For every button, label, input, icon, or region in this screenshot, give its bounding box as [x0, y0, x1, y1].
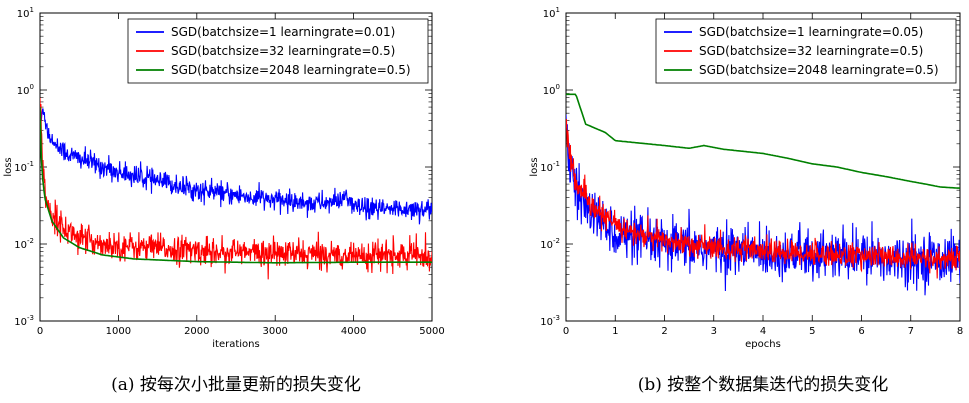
- y-tick-label: 10-3: [14, 314, 34, 328]
- x-tick-label: 3: [711, 326, 717, 337]
- x-tick-label: 0: [563, 326, 569, 337]
- x-axis-label: iterations: [212, 339, 259, 350]
- x-tick-label: 5: [809, 326, 815, 337]
- series-line-2: [40, 97, 432, 280]
- x-tick-label: 5000: [419, 326, 444, 337]
- chart-a: 10-3 10-2 10-1 100 101 0 1000 2000 3000 4000 5000 i…: [3, 6, 445, 395]
- legend: SGD(batchsize=1 learningrate=0.01) SGD(ba…: [127, 18, 429, 84]
- y-tick-label: 10-1: [540, 160, 560, 174]
- legend-entry: SGD(batchsize=32 learningrate=0.5): [699, 44, 923, 58]
- series-line-1: [566, 114, 960, 296]
- x-tick-label: 2: [661, 326, 667, 337]
- y-axis-label: loss: [529, 157, 540, 176]
- x-tick-label: 3000: [262, 326, 287, 337]
- legend: SGD(batchsize=1 learningrate=0.05) SGD(ba…: [655, 18, 957, 84]
- legend-entry: SGD(batchsize=2048 learningrate=0.5): [171, 63, 411, 77]
- y-tick-label: 101: [17, 6, 34, 20]
- y-axis-label: loss: [3, 157, 14, 176]
- legend-entry: SGD(batchsize=1 learningrate=0.01): [171, 25, 395, 39]
- y-tick-label: 101: [543, 6, 560, 20]
- legend-entry: SGD(batchsize=32 learningrate=0.5): [171, 44, 395, 58]
- series-line-3: [40, 107, 432, 264]
- y-tick-label: 100: [17, 83, 34, 97]
- y-tick-label: 10-3: [540, 314, 560, 328]
- x-tick-label: 1000: [106, 326, 131, 337]
- series-line-1: [40, 108, 432, 225]
- y-tick-label: 10-2: [14, 237, 34, 251]
- x-axis-label: epochs: [745, 339, 781, 350]
- x-tick-label: 8: [957, 326, 963, 337]
- x-tick-label: 0: [37, 326, 43, 337]
- legend-box: [127, 18, 429, 84]
- legend-entry: SGD(batchsize=2048 learningrate=0.5): [699, 63, 939, 77]
- legend-entry: SGD(batchsize=1 learningrate=0.05): [699, 25, 923, 39]
- x-tick-label: 6: [858, 326, 864, 337]
- series-line-3: [566, 93, 960, 189]
- x-tick-label: 4000: [341, 326, 366, 337]
- caption: (b) 按整个数据集迭代的损失变化: [638, 375, 889, 395]
- legend-box: [655, 18, 957, 84]
- series-line-2: [566, 118, 960, 279]
- y-tick-label: 10-1: [14, 160, 34, 174]
- x-tick-label: 7: [908, 326, 914, 337]
- x-tick-label: 4: [760, 326, 766, 337]
- y-tick-label: 10-2: [540, 237, 560, 251]
- x-tick-label: 2000: [184, 326, 209, 337]
- y-tick-label: 100: [543, 83, 560, 97]
- x-tick-label: 1: [612, 326, 618, 337]
- caption: (a) 按每次小批量更新的损失变化: [111, 375, 361, 395]
